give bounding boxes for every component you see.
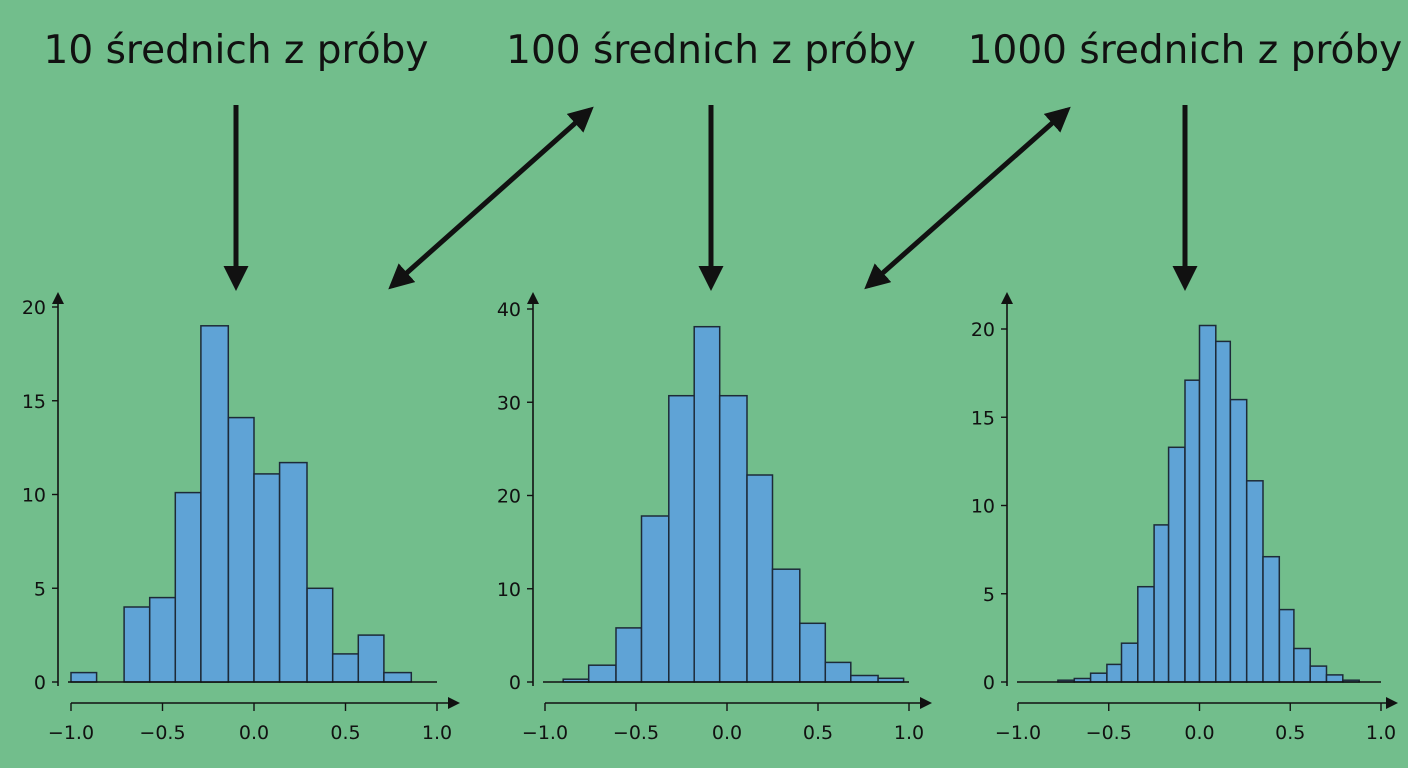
bar-7 bbox=[1153, 524, 1170, 683]
bar-4 bbox=[174, 491, 202, 683]
histogram-2: 0 10 20 30 40 −1.0 −0.5 0.0 0.5 1.0 bbox=[497, 292, 932, 744]
x-axis: −1.0 −0.5 0.0 0.5 1.0 bbox=[48, 697, 460, 744]
bar-11 bbox=[824, 661, 852, 683]
bar-3 bbox=[148, 596, 177, 683]
histogram-3: 0 5 10 15 20 −1.0 −0.5 0.0 0.5 1.0 bbox=[971, 292, 1398, 744]
x-tick-label: 1.0 bbox=[422, 722, 452, 744]
bar-12 bbox=[850, 674, 879, 683]
bar-5 bbox=[1120, 642, 1139, 683]
bar-11 bbox=[1215, 340, 1232, 683]
x-tick-label: 1.0 bbox=[1366, 722, 1396, 744]
y-tick-label: 20 bbox=[971, 319, 995, 341]
x-tick-label: 0.0 bbox=[239, 722, 269, 744]
bar-8 bbox=[746, 474, 774, 683]
bar-3 bbox=[615, 627, 643, 683]
x-tick-label: 1.0 bbox=[894, 722, 924, 744]
x-tick-label: −0.5 bbox=[139, 722, 185, 744]
x-axis: −1.0 −0.5 0.0 0.5 1.0 bbox=[522, 697, 932, 744]
bar-3 bbox=[1089, 672, 1108, 683]
bar-8 bbox=[278, 461, 308, 683]
title-10-means: 10 średnich z próby bbox=[43, 28, 429, 73]
y-tick-label: 5 bbox=[983, 584, 995, 606]
y-axis-arrowhead bbox=[527, 292, 539, 304]
y-tick-label: 15 bbox=[22, 391, 46, 413]
x-tick-label: −1.0 bbox=[48, 722, 94, 744]
y-tick-label: 15 bbox=[971, 407, 995, 429]
x-tick-label: 0.0 bbox=[1184, 722, 1214, 744]
y-tick-label: 10 bbox=[22, 485, 46, 507]
bar-7 bbox=[253, 473, 281, 683]
bar-13 bbox=[1245, 480, 1264, 683]
annotation-arrows bbox=[223, 105, 1198, 291]
title-1000-means: 1000 średnich z próby bbox=[967, 28, 1403, 73]
bar-4 bbox=[640, 515, 670, 683]
bar-6 bbox=[693, 325, 721, 683]
bar-17 bbox=[1309, 665, 1328, 683]
y-axis: 0 5 10 15 20 bbox=[22, 292, 64, 694]
bar-14 bbox=[1262, 555, 1281, 683]
y-tick-label: 0 bbox=[509, 672, 521, 694]
x-tick-label: −1.0 bbox=[995, 722, 1041, 744]
bar-7 bbox=[718, 394, 748, 683]
bar-12 bbox=[383, 671, 413, 683]
bar-11 bbox=[357, 634, 385, 683]
bar-6 bbox=[1137, 585, 1155, 683]
y-axis-arrowhead bbox=[1001, 292, 1013, 304]
y-tick-label: 0 bbox=[983, 672, 995, 694]
bar-5 bbox=[668, 394, 696, 683]
bar-5 bbox=[200, 325, 230, 683]
bar-1 bbox=[70, 671, 98, 683]
y-tick-label: 10 bbox=[971, 496, 995, 518]
y-axis: 0 5 10 15 20 bbox=[971, 292, 1013, 694]
bar-6 bbox=[227, 416, 255, 683]
y-tick-label: 0 bbox=[34, 672, 46, 694]
title-100-means: 100 średnich z próby bbox=[506, 28, 916, 73]
bar-4 bbox=[1106, 663, 1123, 683]
x-tick-label: 0.5 bbox=[330, 722, 360, 744]
x-axis-arrowhead bbox=[920, 697, 932, 709]
x-axis-arrowhead bbox=[1386, 697, 1398, 709]
y-tick-label: 10 bbox=[497, 579, 521, 601]
x-axis-arrowhead bbox=[448, 697, 460, 709]
bar-9 bbox=[306, 587, 334, 683]
double-arrow-1 bbox=[388, 106, 594, 290]
y-tick-label: 20 bbox=[22, 297, 46, 319]
x-tick-label: 0.5 bbox=[1275, 722, 1305, 744]
bar-10 bbox=[1198, 324, 1217, 683]
y-tick-label: 5 bbox=[34, 578, 46, 600]
bar-9 bbox=[771, 568, 801, 683]
x-tick-label: 0.5 bbox=[803, 722, 833, 744]
bar-2 bbox=[123, 606, 151, 683]
bar-10 bbox=[799, 622, 827, 683]
y-tick-label: 30 bbox=[497, 392, 521, 414]
y-tick-label: 20 bbox=[497, 486, 521, 508]
x-tick-label: 0.0 bbox=[712, 722, 742, 744]
bar-10 bbox=[331, 653, 360, 683]
y-tick-label: 40 bbox=[497, 299, 521, 321]
bar-12 bbox=[1229, 398, 1248, 683]
y-axis: 0 10 20 30 40 bbox=[497, 292, 539, 694]
bar-2 bbox=[587, 664, 617, 683]
bar-16 bbox=[1293, 647, 1311, 683]
double-arrow-2 bbox=[864, 106, 1071, 290]
x-tick-label: −0.5 bbox=[613, 722, 659, 744]
bar-15 bbox=[1278, 608, 1295, 683]
histogram-1: 0 5 10 15 20 −1.0 −0.5 0.0 0.5 1.0 bbox=[22, 292, 460, 744]
y-axis-arrowhead bbox=[52, 292, 64, 304]
x-tick-label: −1.0 bbox=[522, 722, 568, 744]
x-axis: −1.0 −0.5 0.0 0.5 1.0 bbox=[995, 697, 1398, 744]
bar-8 bbox=[1167, 446, 1186, 683]
x-tick-label: −0.5 bbox=[1086, 722, 1132, 744]
bar-9 bbox=[1184, 379, 1201, 683]
bar-18 bbox=[1325, 674, 1344, 683]
